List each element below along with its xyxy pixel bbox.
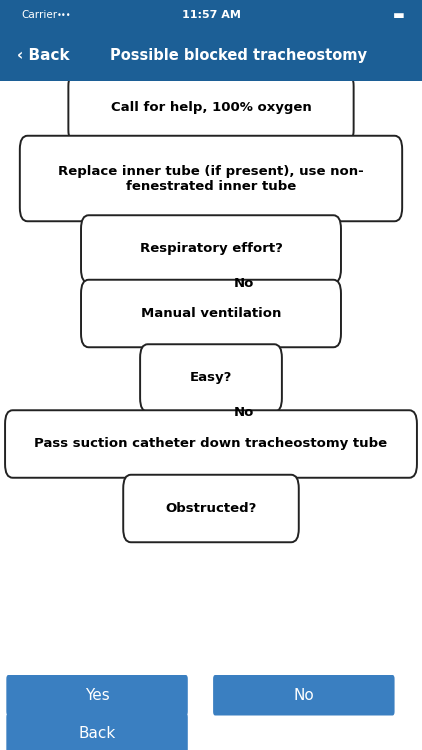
- FancyBboxPatch shape: [20, 136, 402, 221]
- FancyBboxPatch shape: [5, 410, 417, 478]
- FancyBboxPatch shape: [213, 675, 395, 716]
- Text: Yes: Yes: [85, 688, 109, 703]
- FancyBboxPatch shape: [6, 675, 188, 716]
- Text: Carrier: Carrier: [21, 10, 57, 20]
- Text: ▬: ▬: [393, 8, 405, 22]
- FancyBboxPatch shape: [140, 344, 282, 412]
- Text: Respiratory effort?: Respiratory effort?: [140, 242, 282, 256]
- Text: ‹ Back: ‹ Back: [17, 48, 70, 63]
- Text: Easy?: Easy?: [190, 371, 232, 385]
- FancyBboxPatch shape: [123, 475, 299, 542]
- FancyBboxPatch shape: [0, 0, 422, 81]
- Text: Obstructed?: Obstructed?: [165, 502, 257, 515]
- Text: 11:57 AM: 11:57 AM: [181, 10, 241, 20]
- FancyBboxPatch shape: [81, 280, 341, 347]
- Text: Call for help, 100% oxygen: Call for help, 100% oxygen: [111, 101, 311, 115]
- Text: Replace inner tube (if present), use non-
fenestrated inner tube: Replace inner tube (if present), use non…: [58, 164, 364, 193]
- FancyBboxPatch shape: [68, 73, 354, 143]
- FancyBboxPatch shape: [81, 215, 341, 283]
- Text: No: No: [293, 688, 314, 703]
- Text: Manual ventilation: Manual ventilation: [141, 307, 281, 320]
- Text: Back: Back: [78, 726, 116, 741]
- FancyBboxPatch shape: [6, 713, 188, 750]
- Text: Pass suction catheter down tracheostomy tube: Pass suction catheter down tracheostomy …: [35, 437, 387, 451]
- Text: •••: •••: [57, 10, 72, 20]
- Text: Possible blocked tracheostomy: Possible blocked tracheostomy: [110, 48, 367, 63]
- Text: No: No: [234, 277, 254, 290]
- Text: No: No: [234, 406, 254, 419]
